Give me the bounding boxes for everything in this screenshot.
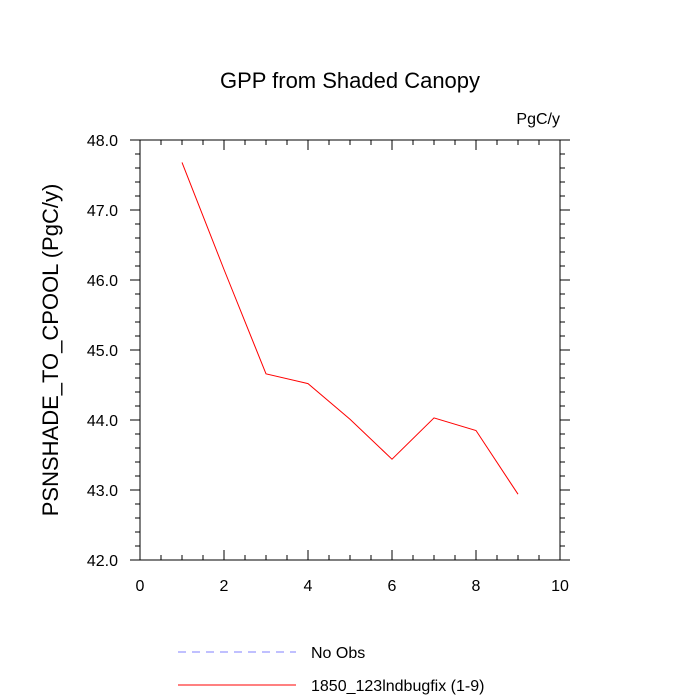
axis-ticks bbox=[130, 139, 570, 561]
axis-tick-labels: 0 2 4 6 8 10 42.0 43.0 44.0 45.0 46.0 47.0 48.0 bbox=[87, 133, 569, 595]
units-label: PgC/y bbox=[516, 111, 560, 128]
x-tick-label: 10 bbox=[551, 578, 569, 595]
plot-frame bbox=[139, 139, 561, 561]
y-axis-label: PSNSHADE_TO_CPOOL (PgC/y) bbox=[38, 184, 63, 517]
y-tick-label: 48.0 bbox=[87, 133, 118, 150]
x-tick-label: 0 bbox=[136, 578, 145, 595]
y-tick-label: 47.0 bbox=[87, 203, 118, 220]
x-tick-label: 2 bbox=[220, 578, 229, 595]
series-layer bbox=[181, 162, 519, 495]
y-tick-label: 43.0 bbox=[87, 483, 118, 500]
x-tick-label: 8 bbox=[472, 578, 481, 595]
y-tick-label: 44.0 bbox=[87, 413, 118, 430]
x-tick-label: 6 bbox=[388, 578, 397, 595]
y-tick-label: 45.0 bbox=[87, 343, 118, 360]
legend: No Obs 1850_123lndbugfix (1-9) bbox=[178, 645, 484, 695]
chart-title: GPP from Shaded Canopy bbox=[220, 68, 480, 93]
y-tick-label: 42.0 bbox=[87, 553, 118, 570]
y-tick-label: 46.0 bbox=[87, 273, 118, 290]
x-tick-label: 4 bbox=[304, 578, 313, 595]
legend-label: No Obs bbox=[311, 645, 365, 662]
legend-label: 1850_123lndbugfix (1-9) bbox=[311, 678, 484, 695]
series-line-1 bbox=[181, 162, 519, 495]
